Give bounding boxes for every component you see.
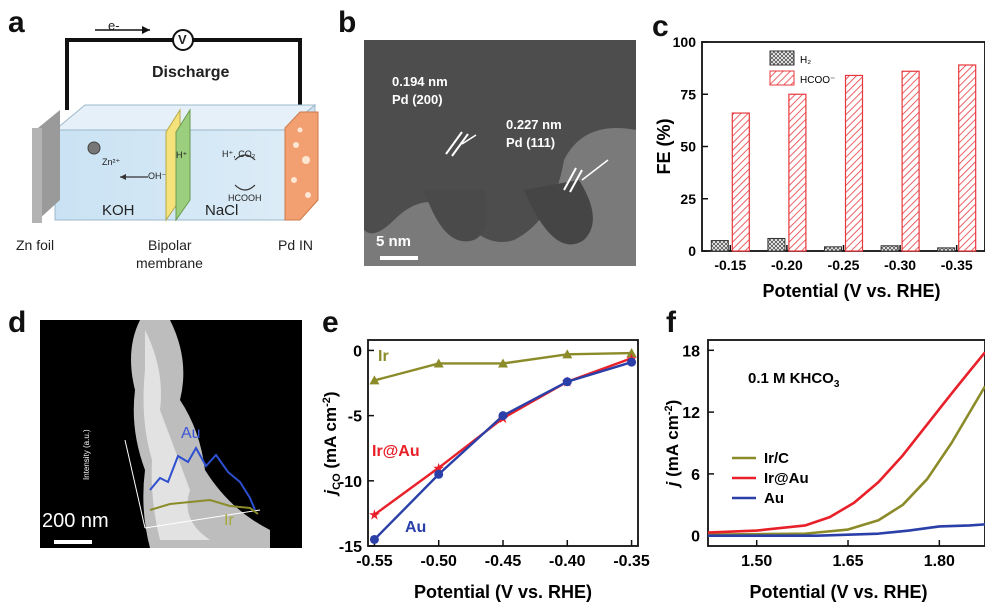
chart-f-ylabel: j (mA cm-2) [663,400,682,489]
chart-c-bar-h2 [711,241,728,251]
chart-c-bar-hcoo [846,75,863,251]
chart-c-legend-hcoo-swatch [770,71,794,85]
chart-e-ylabel-sup: -2 [321,397,333,407]
bipolar-label-1: Bipolar [148,237,192,253]
chart-c-xtick-label: -0.15 [714,257,746,273]
nacl-label: NaCl [205,202,238,219]
tem-scale-label: 5 nm [376,233,411,250]
chart-e-point-au [627,358,636,367]
chart-f-ytick-label: 18 [682,343,700,360]
chart-c-ytick-label: 75 [680,86,696,102]
chart-c-xtick-label: -0.25 [828,257,860,273]
panel-d-letter: d [8,306,26,340]
chart-c-ylabel: FE (%) [654,118,674,174]
chart-c-xtick-label: -0.35 [941,257,973,273]
chart-c-ytick-label: 0 [688,243,696,259]
discharge-label: Discharge [152,64,229,82]
chart-c-bar-hcoo [789,94,806,251]
chart-c-legend-h2-swatch [770,51,794,65]
chart-c-bar-h2 [768,238,785,251]
chart-c-xtick-label: -0.30 [884,257,916,273]
spacing-1-label: 0.194 nm [392,74,448,89]
eds-intensity-label: Intensity (a.u.) [82,429,91,480]
bipolar-label-2: membrane [136,255,203,271]
chart-e-xtick-label: -0.40 [549,553,586,570]
electron-label: e- [108,18,120,33]
chart-e-line-1 [374,358,631,514]
chart-c-xlabel: Potential (V vs. RHE) [762,281,940,301]
eds-ir-label: Ir [224,512,234,530]
chart-e-xtick-label: -0.55 [356,553,393,570]
chart-c-bar-hcoo [732,113,749,251]
chart-c-ytick-label: 50 [680,139,696,155]
chart-e-xtick-label: -0.35 [613,553,650,570]
voltmeter-label: V [178,32,187,47]
chart-e-label-au: Au [405,519,426,536]
chart-c-ytick-label: 25 [680,191,696,207]
chart-e-label-iratau: Ir@Au [372,443,420,460]
chart-e-ytick-label: -5 [348,409,362,426]
chart-e-point-au [563,377,572,386]
panel-b-letter: b [338,6,356,40]
chart-e-ylabel-sub: CO [331,473,343,490]
chart-c-bar-h2 [825,247,842,251]
chart-e-xlabel: Potential (V vs. RHE) [414,582,592,602]
chart-e-label-ir: Ir [378,348,389,365]
zn-ion-label: Zn²⁺ [102,157,120,168]
plane-1-label: Pd (200) [392,92,443,107]
chart-c-bar-hcoo [959,65,976,251]
plane-2-label: Pd (111) [506,135,555,150]
chart-c-bar-h2 [938,248,955,251]
chart-e-xtick-label: -0.50 [420,553,457,570]
koh-label: KOH [102,202,135,219]
chart-e-ylabel: jCO (mA cm-2) [321,391,343,496]
eds-au-label: Au [181,425,201,443]
chart-f-xtick-label: 1.50 [741,553,772,570]
spacing-2-label: 0.227 nm [506,117,562,132]
proton-co2-label: H⁺, CO₂ [222,149,255,160]
chart-f-legend-label-2: Au [764,490,784,507]
chart-e-ylabel-end: ) [321,391,340,397]
eds-scale-label: 200 nm [42,510,109,533]
chart-e-point-iratau: ★ [368,507,381,523]
pd-in-label: Pd IN [278,237,313,253]
panel-a-letter: a [8,6,25,40]
chart-c-bar-h2 [881,246,898,251]
chart-f-ytick-label: 6 [691,467,700,484]
chart-c-xtick-label: -0.20 [771,257,803,273]
chart-f-ylabel-unit: (mA cm [663,415,682,481]
chart-c-bar-hcoo [902,71,919,251]
chart-c-legend-hcoo-label: HCOO⁻ [800,75,835,86]
chart-f-xtick-label: 1.65 [832,553,863,570]
chart-f-line-0 [708,386,985,534]
chart-f-legend-label-1: Ir@Au [764,470,809,487]
proton-label: H⁺ [176,150,187,161]
chart-f-annotation-sub: 3 [834,379,840,390]
chart-f-ylabel-end: ) [663,400,682,406]
chart-f-legend-label-0: Ir/C [764,450,789,467]
chart-f-xlabel: Potential (V vs. RHE) [749,582,927,602]
chart-e-ylabel-unit: (mA cm [321,407,340,473]
chart-c: 0 25 50 75 100 -0.15 -0.20 -0.25 -0.30 -0.35 H₂ HCO… [650,20,985,310]
chart-c-ytick-label: 100 [673,34,697,50]
chart-f-annotation: 0.1 M KHCO3 [748,370,840,390]
chart-f-annotation-main: 0.1 M KHCO [748,370,834,387]
chart-e-ytick-label: 0 [353,343,362,360]
chart-c-legend-h2-label: H₂ [800,55,811,66]
chart-f-ytick-label: 12 [682,405,700,422]
chart-e-point-au [499,411,508,420]
chart-f: 0 6 12 18 1.50 1.65 1.80 0.1 M KHCO3 Ir/C Ir@Au Au… [660,320,985,606]
chart-e-point-au [434,470,443,479]
chart-f-ylabel-sup: -2 [663,405,675,415]
chart-f-xtick-label: 1.80 [924,553,955,570]
chart-e-point-au [370,535,379,544]
chart-e: -15-10-50-0.55-0.50-0.45-0.40-0.35★★★★★I… [318,320,658,606]
hydroxide-label: OH⁻ [148,171,166,182]
chart-e-xtick-label: -0.45 [485,553,522,570]
chart-f-ytick-label: 0 [691,529,700,546]
zn-foil-label: Zn foil [16,237,54,253]
